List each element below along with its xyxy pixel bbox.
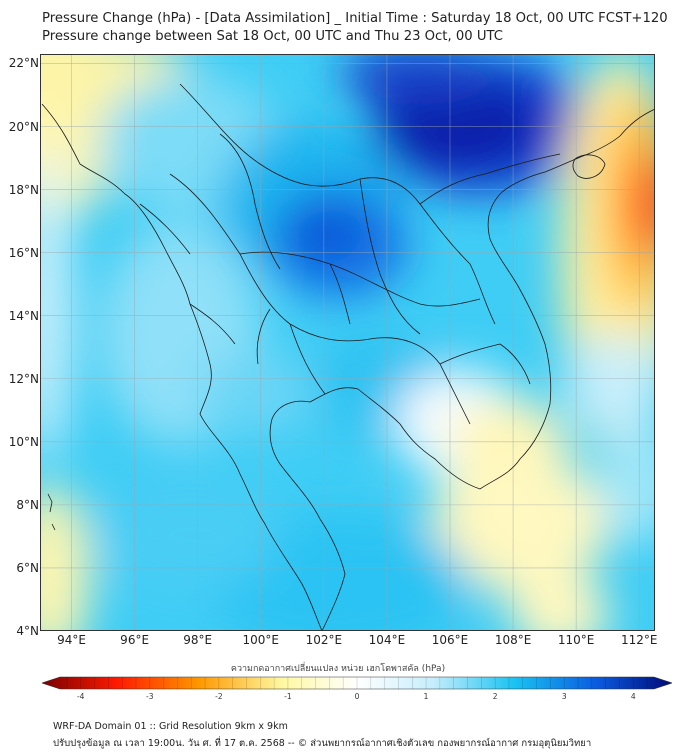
lat-label: 12°N [8, 371, 39, 386]
pressure-field [40, 54, 655, 631]
colorbar-title: ความกดอากาศเปลี่ยนแปลง หน่วย เฮกโตพาสคัล… [230, 664, 446, 674]
map-border [40, 54, 655, 631]
colorbar-tick-label: 4 [630, 692, 636, 701]
footer-line-2: ปรับปรุงข้อมูล ณ เวลา 19:00น. วัน ศ. ที่… [53, 738, 592, 749]
lon-label: 104°E [368, 633, 406, 647]
colorbar-tick-label: 1 [423, 692, 429, 701]
colorbar-tick-label: 2 [492, 692, 498, 701]
title-line-2: Pressure change between Sat 18 Oct, 00 U… [42, 29, 503, 44]
lat-label: 22°N [8, 56, 39, 71]
colorbar-bar [42, 676, 672, 690]
title-line-1: Pressure Change (hPa) - [Data Assimilati… [42, 11, 668, 26]
lat-label: 6°N [16, 560, 39, 575]
lon-label: 96°E [120, 633, 150, 647]
colorbar-tick-label: -3 [146, 692, 154, 701]
colorbar-tick-label: 3 [561, 692, 567, 701]
lon-label: 110°E [557, 633, 595, 647]
lon-label: 112°E [620, 633, 658, 647]
lat-label: 4°N [16, 624, 39, 638]
lon-label: 102°E [305, 633, 343, 647]
colorbar-tick-label: -2 [215, 692, 223, 701]
pressure-change-map [40, 54, 655, 631]
colorbar-tick-label: 0 [354, 692, 360, 701]
colorbar-tick-label: -1 [284, 692, 292, 701]
lat-label: 8°N [16, 497, 39, 512]
coastlines [41, 83, 655, 631]
footer-line-1: WRF-DA Domain 01 :: Grid Resolution 9km … [53, 721, 288, 732]
lat-label: 14°N [8, 308, 39, 323]
lon-label: 98°E [183, 633, 213, 647]
lon-label: 108°E [494, 633, 532, 647]
colorbar-tick-label: -4 [76, 692, 85, 701]
lon-label: 94°E [57, 633, 86, 647]
lat-label: 20°N [8, 119, 39, 134]
colorbar [42, 676, 672, 690]
lat-label: 10°N [8, 434, 39, 449]
lat-label: 16°N [8, 245, 39, 260]
lon-label: 106°E [431, 633, 469, 647]
map-frame [40, 54, 655, 631]
lat-label: 18°N [8, 182, 39, 197]
graticule [40, 54, 655, 631]
colorbar-ticks [66, 677, 648, 689]
lon-label: 100°E [242, 633, 280, 647]
